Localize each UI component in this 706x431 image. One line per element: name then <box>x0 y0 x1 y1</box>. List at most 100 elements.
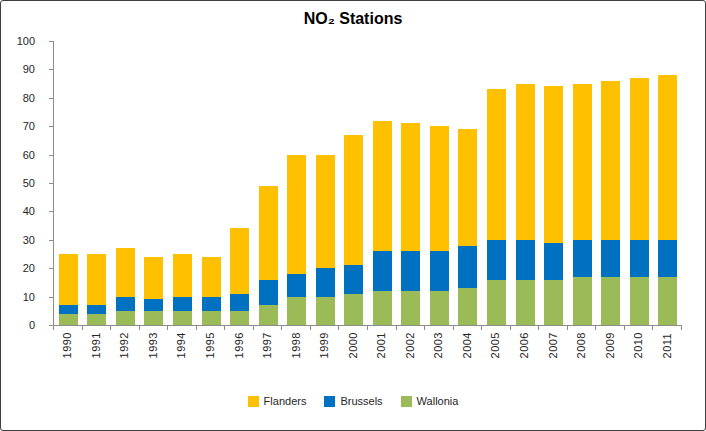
segment-flanders-2008 <box>573 84 592 240</box>
x-axis-label-1990: 1990 <box>53 332 82 358</box>
stacked-bar-1995 <box>202 257 221 325</box>
segment-brussels-2005 <box>487 240 506 280</box>
x-axis-ticks <box>53 326 682 330</box>
segment-brussels-1999 <box>316 268 335 296</box>
x-tick-mark <box>510 326 511 330</box>
x-tick-mark <box>224 326 225 330</box>
plot-area <box>53 41 682 326</box>
x-tick-mark <box>538 326 539 330</box>
y-tick-label: 50 <box>23 177 35 189</box>
segment-wallonia-1997 <box>259 305 278 325</box>
y-tick-label: 30 <box>23 234 35 246</box>
segment-brussels-1992 <box>116 297 135 311</box>
stacked-bar-1996 <box>230 228 249 325</box>
bar-slot-1995 <box>197 257 226 325</box>
segment-wallonia-1998 <box>287 297 306 325</box>
x-axis-label-2001: 2001 <box>367 332 396 358</box>
bar-slot-1992 <box>111 248 140 325</box>
x-tick-mark <box>481 326 482 330</box>
bar-slot-1997 <box>254 186 283 325</box>
x-tick-mark <box>567 326 568 330</box>
segment-wallonia-2008 <box>573 277 592 325</box>
bar-slot-2001 <box>368 121 397 325</box>
segment-brussels-2004 <box>458 246 477 289</box>
segment-wallonia-2004 <box>458 288 477 325</box>
bar-slot-2009 <box>596 81 625 325</box>
segment-flanders-2010 <box>630 78 649 240</box>
x-axis-labels: 1990199119921993199419951996199719981999… <box>53 332 681 358</box>
stacked-bar-1998 <box>287 155 306 325</box>
x-tick-mark <box>624 326 625 330</box>
bar-slot-2003 <box>425 126 454 325</box>
y-tick-label: 70 <box>23 120 35 132</box>
bar-slot-2007 <box>539 86 568 325</box>
x-axis-label-text: 2008 <box>575 332 587 358</box>
segment-flanders-1990 <box>59 254 78 305</box>
x-tick-mark <box>396 326 397 330</box>
segment-flanders-1996 <box>230 228 249 293</box>
segment-brussels-1991 <box>87 305 106 314</box>
bar-slot-2010 <box>625 78 654 325</box>
segment-wallonia-1991 <box>87 314 106 325</box>
x-axis-label-text: 2000 <box>347 332 359 358</box>
x-axis-label-2009: 2009 <box>595 332 624 358</box>
segment-brussels-1997 <box>259 280 278 306</box>
x-axis-label-1994: 1994 <box>167 332 196 358</box>
bar-slot-1990 <box>54 254 83 325</box>
x-axis-label-text: 2006 <box>518 332 530 358</box>
stacked-bar-1993 <box>144 257 163 325</box>
segment-wallonia-2010 <box>630 277 649 325</box>
segment-wallonia-1990 <box>59 314 78 325</box>
segment-wallonia-1999 <box>316 297 335 325</box>
segment-wallonia-1992 <box>116 311 135 325</box>
x-axis-label-2002: 2002 <box>396 332 425 358</box>
segment-wallonia-2002 <box>401 291 420 325</box>
x-axis-label-text: 1992 <box>118 332 130 358</box>
segment-brussels-1996 <box>230 294 249 311</box>
bar-slot-1991 <box>83 254 112 325</box>
y-tick-label: 20 <box>23 262 35 274</box>
x-axis-label-text: 2009 <box>604 332 616 358</box>
segment-flanders-2003 <box>430 126 449 251</box>
stacked-bar-1999 <box>316 155 335 325</box>
x-axis-label-text: 2002 <box>404 332 416 358</box>
bar-slot-2005 <box>482 89 511 325</box>
segment-wallonia-2009 <box>601 277 620 325</box>
segment-brussels-1990 <box>59 305 78 314</box>
segment-wallonia-2003 <box>430 291 449 325</box>
x-axis-label-text: 1997 <box>261 332 273 358</box>
x-axis-label-text: 2005 <box>489 332 501 358</box>
stacked-bar-2010 <box>630 78 649 325</box>
x-tick-mark <box>681 326 682 330</box>
segment-brussels-2003 <box>430 251 449 291</box>
x-axis-label-1999: 1999 <box>310 332 339 358</box>
x-axis-label-1998: 1998 <box>281 332 310 358</box>
segment-flanders-1999 <box>316 155 335 269</box>
bar-slot-1998 <box>282 155 311 325</box>
x-axis-label-1992: 1992 <box>110 332 139 358</box>
segment-brussels-1998 <box>287 274 306 297</box>
segment-flanders-1995 <box>202 257 221 297</box>
segment-wallonia-2007 <box>544 280 563 325</box>
x-tick-mark <box>338 326 339 330</box>
x-tick-mark <box>367 326 368 330</box>
x-axis-label-1996: 1996 <box>224 332 253 358</box>
segment-flanders-2004 <box>458 129 477 245</box>
x-tick-mark <box>652 326 653 330</box>
segment-flanders-1993 <box>144 257 163 300</box>
segment-brussels-2000 <box>344 265 363 293</box>
segment-flanders-1992 <box>116 248 135 296</box>
legend-label-brussels: Brussels <box>340 395 382 407</box>
legend-swatch-flanders <box>248 396 259 407</box>
x-axis-label-2008: 2008 <box>567 332 596 358</box>
segment-flanders-2009 <box>601 81 620 240</box>
legend-swatch-brussels <box>324 396 335 407</box>
x-axis-label-text: 1996 <box>233 332 245 358</box>
segment-flanders-2006 <box>516 84 535 240</box>
stacked-bar-2007 <box>544 86 563 325</box>
x-axis-label-text: 1994 <box>175 332 187 358</box>
x-tick-mark <box>139 326 140 330</box>
chart-window: NO₂ Stations 0102030405060708090100 1990… <box>0 0 706 431</box>
x-axis-label-text: 1990 <box>61 332 73 358</box>
segment-wallonia-2006 <box>516 280 535 325</box>
